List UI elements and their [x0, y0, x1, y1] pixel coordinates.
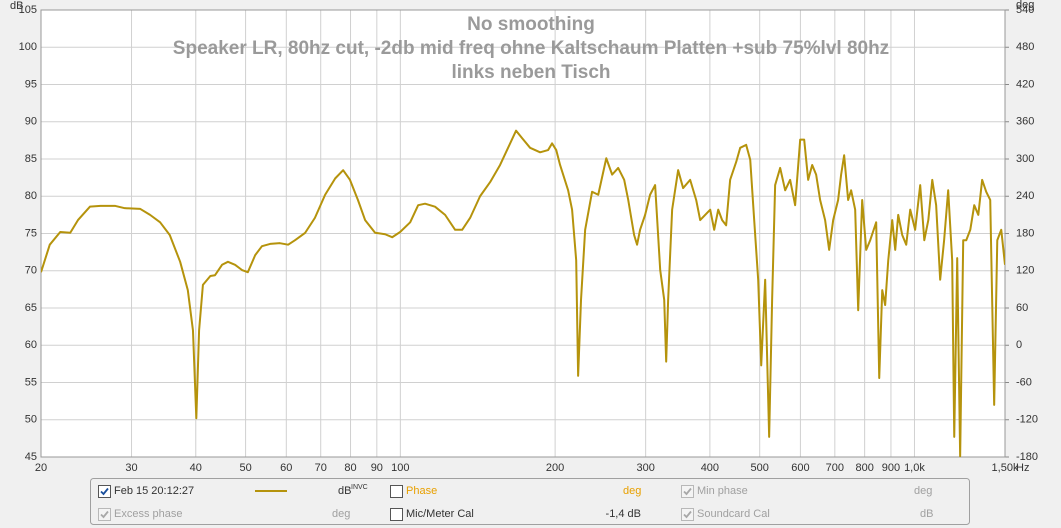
- unit: deg: [332, 508, 350, 520]
- x-tick-label: 80: [344, 462, 356, 474]
- y2-tick-label: 540: [1016, 4, 1034, 16]
- y-tick-label: 85: [25, 153, 37, 165]
- checkmark: [100, 487, 109, 496]
- y-tick-label: 45: [25, 451, 37, 463]
- x-tick-label: 400: [701, 462, 719, 474]
- y2-tick-label: 480: [1016, 41, 1034, 53]
- unit: dB: [338, 485, 351, 497]
- checkbox[interactable]: [681, 485, 694, 498]
- x-tick-label: 40: [190, 462, 202, 474]
- checkmark: [683, 487, 692, 496]
- checkbox[interactable]: [98, 485, 111, 498]
- trace-panel: [90, 478, 970, 525]
- y2-axis-label: deg: [1016, 0, 1034, 11]
- y2-tick-label: 360: [1016, 116, 1034, 128]
- x-tick-label: 20: [35, 462, 47, 474]
- x-tick-label: 200: [546, 462, 564, 474]
- unit-superscript: INVC: [351, 484, 368, 491]
- checkbox[interactable]: [390, 485, 403, 498]
- unit: deg: [914, 485, 932, 497]
- y-tick-label: 65: [25, 302, 37, 314]
- checkbox[interactable]: [390, 508, 403, 521]
- y2-tick-label: 180: [1016, 227, 1034, 239]
- x-unit: Hz: [1016, 462, 1029, 474]
- checkbox[interactable]: [98, 508, 111, 521]
- response-line: [41, 129, 1005, 458]
- y2-tick-label: -120: [1016, 414, 1038, 426]
- x-tick-label: 50: [239, 462, 251, 474]
- mic-cal-label[interactable]: Mic/Meter Cal: [406, 508, 474, 520]
- x-tick-label: 900: [882, 462, 900, 474]
- y2-tick-label: 60: [1016, 302, 1028, 314]
- y2-tick-label: 240: [1016, 190, 1034, 202]
- y2-tick-label: 120: [1016, 265, 1034, 277]
- x-tick-label: 100: [391, 462, 409, 474]
- soundcard-cal-label[interactable]: Soundcard Cal: [697, 508, 770, 520]
- x-tick-label: 70: [315, 462, 327, 474]
- checkmark: [100, 510, 109, 519]
- x-tick-label: 300: [636, 462, 654, 474]
- x-tick-label: 800: [855, 462, 873, 474]
- checkbox-box: [390, 485, 403, 498]
- y-tick-label: 80: [25, 190, 37, 202]
- y2-tick-label: 300: [1016, 153, 1034, 165]
- y-tick-label: 105: [19, 4, 37, 16]
- measurement-name[interactable]: Feb 15 20:12:27: [114, 485, 194, 497]
- y-tick-label: 90: [25, 116, 37, 128]
- x-tick-label: 700: [826, 462, 844, 474]
- unit: deg: [623, 485, 641, 497]
- excess-phase-label[interactable]: Excess phase: [114, 508, 182, 520]
- phase-label[interactable]: Phase: [406, 485, 437, 497]
- chart-subtitle: Speaker LR, 80hz cut, -2db mid freq ohne…: [173, 38, 889, 59]
- y-tick-label: 60: [25, 339, 37, 351]
- chart-title: No smoothing: [467, 14, 595, 35]
- y-tick-label: 95: [25, 78, 37, 90]
- y-tick-label: 75: [25, 227, 37, 239]
- unit: dB: [920, 508, 933, 520]
- x-tick-label: 30: [125, 462, 137, 474]
- y-tick-label: 70: [25, 265, 37, 277]
- y-axis-label: dB: [10, 0, 23, 12]
- checkbox-box: [390, 508, 403, 521]
- x-tick-label: 500: [751, 462, 769, 474]
- y-tick-label: 50: [25, 414, 37, 426]
- x-tick-label: 90: [371, 462, 383, 474]
- x-tick-label: 1,0k: [904, 462, 925, 474]
- x-tick-label: 600: [791, 462, 809, 474]
- plot-frame: [40, 9, 1006, 458]
- min-phase-label[interactable]: Min phase: [697, 485, 748, 497]
- checkbox[interactable]: [681, 508, 694, 521]
- grid: [40, 9, 1006, 458]
- chart-subtitle: links neben Tisch: [451, 62, 610, 83]
- x-tick-label: 1,50k: [992, 462, 1019, 474]
- checkmark: [683, 510, 692, 519]
- y-tick-label: 100: [19, 41, 37, 53]
- y2-tick-label: 420: [1016, 78, 1034, 90]
- y2-tick-label: -60: [1016, 376, 1032, 388]
- y2-tick-label: 0: [1016, 339, 1022, 351]
- mic-cal-value: -1,4 dB: [606, 508, 641, 520]
- y-tick-label: 55: [25, 376, 37, 388]
- y2-tick-label: -180: [1016, 451, 1038, 463]
- x-tick-label: 60: [280, 462, 292, 474]
